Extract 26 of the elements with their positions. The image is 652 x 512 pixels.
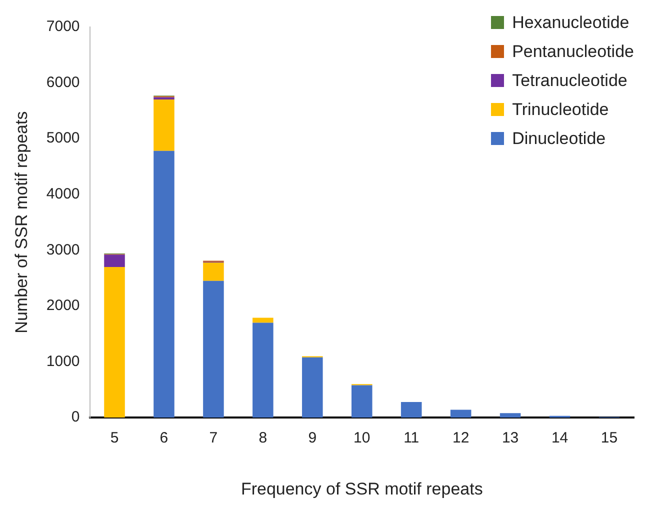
legend-label: Pentanucleotide — [512, 42, 634, 62]
y-tick-label: 7000 — [46, 18, 80, 36]
y-axis-title: Number of SSR motif repeats — [12, 111, 31, 334]
x-tick-label: 15 — [600, 430, 618, 447]
y-tick-label: 4000 — [46, 186, 80, 203]
y-tick-label: 6000 — [46, 74, 80, 91]
y-tick-label: 0 — [71, 408, 80, 426]
y-tick-label: 1000 — [46, 352, 80, 370]
y-tick-label: 2000 — [46, 297, 80, 314]
x-tick-label: 5 — [110, 430, 119, 447]
y-tick-label: 3000 — [46, 241, 80, 258]
x-tick-label: 10 — [354, 430, 370, 447]
legend-label: Trinucleotide — [512, 100, 609, 120]
legend-label: Dinucleotide — [512, 128, 606, 148]
x-tick-label: 14 — [551, 430, 568, 447]
x-tick-label: 12 — [452, 430, 470, 447]
x-tick-label: 13 — [502, 430, 519, 447]
legend-label: Tetranucleotide — [512, 70, 628, 90]
x-tick-label: 9 — [308, 430, 317, 447]
y-tick-label: 5000 — [46, 130, 80, 147]
x-tick-label: 6 — [160, 430, 168, 447]
legend-label: Hexanucleotide — [512, 12, 630, 32]
x-tick-label: 7 — [209, 430, 218, 447]
x-axis-title: Frequency of SSR motif repeats — [240, 479, 483, 498]
x-tick-label: 8 — [258, 430, 268, 447]
x-tick-label: 11 — [404, 430, 420, 447]
